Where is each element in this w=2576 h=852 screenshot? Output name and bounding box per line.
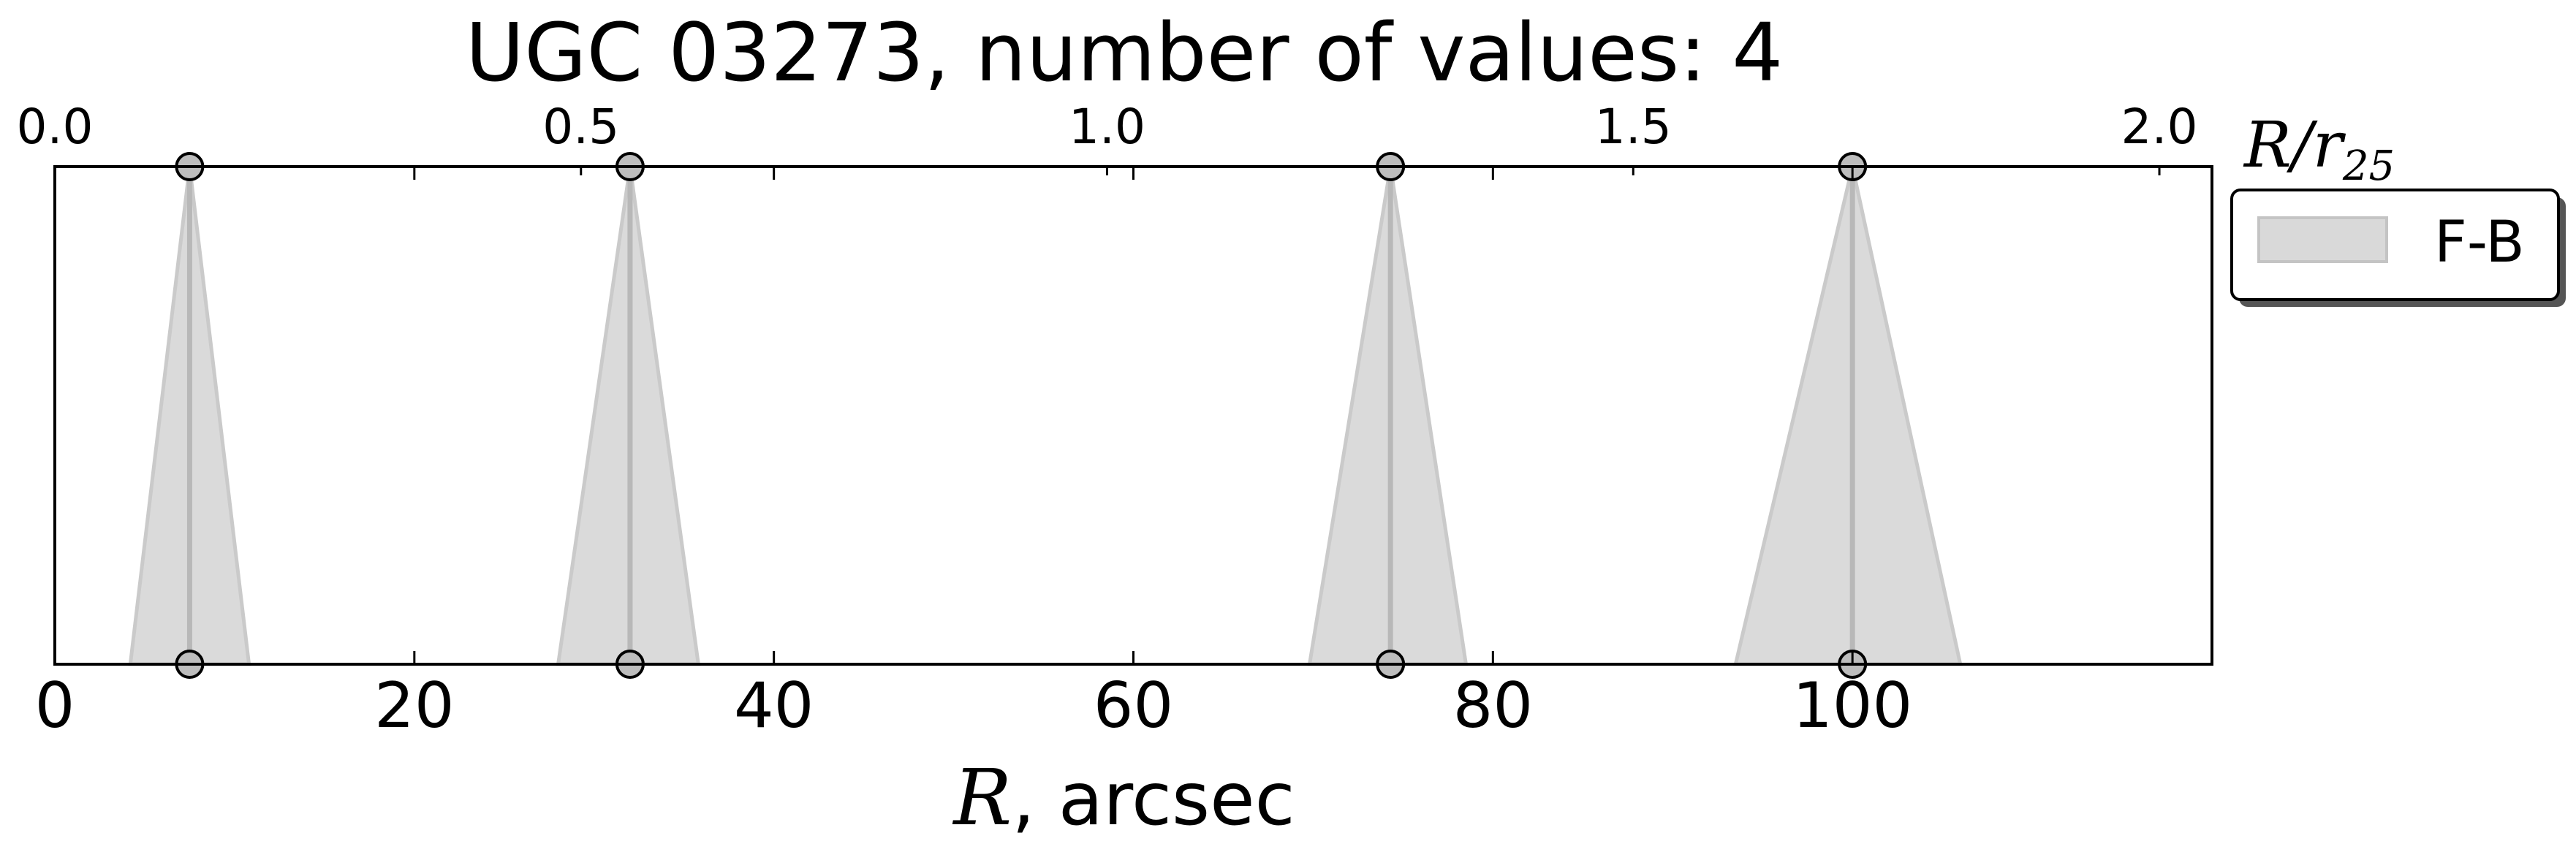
x-tick-label-3: 60 <box>1094 669 1173 742</box>
x-tick-label-5: 100 <box>1792 669 1912 742</box>
x-axis-label-math: R <box>952 753 1012 843</box>
x-tick-label-1: 20 <box>374 669 454 742</box>
legend-swatch-fb <box>2257 216 2388 263</box>
top-tick-label-2: 1.0 <box>1069 99 1145 155</box>
legend-label-fb: F-B <box>2434 210 2525 275</box>
series-fb-marks <box>128 152 1963 679</box>
x-tick-label-0: 0 <box>35 669 75 742</box>
x-axis-label-text: , arcsec <box>1012 756 1295 842</box>
top-axis-label-math: R/r <box>2243 109 2346 182</box>
x-tick-label-4: 80 <box>1453 669 1533 742</box>
top-tick-label-0: 0.0 <box>17 99 94 155</box>
uncertainty-triangle-3 <box>1733 166 1963 666</box>
top-tick-label-3: 1.5 <box>1595 99 1672 155</box>
legend: F-B <box>2230 189 2566 307</box>
top-axis-label-sub: 25 <box>2342 142 2395 190</box>
x-axis-label: R, arcsec <box>952 753 1295 843</box>
x-tick-label-2: 40 <box>734 669 814 742</box>
top-tick-label-1: 0.5 <box>542 99 619 155</box>
uncertainty-triangle-2 <box>1307 166 1469 666</box>
chart-title: UGC 03273, number of values: 4 <box>466 6 1783 99</box>
x-axis-bottom: 0 20 40 60 80 100 <box>35 167 1912 742</box>
top-tick-label-4: 2.0 <box>2121 99 2198 155</box>
x-axis-top: 0.0 0.5 1.0 1.5 2.0 <box>17 99 2198 175</box>
top-axis-label: R/r25 <box>2243 109 2395 190</box>
